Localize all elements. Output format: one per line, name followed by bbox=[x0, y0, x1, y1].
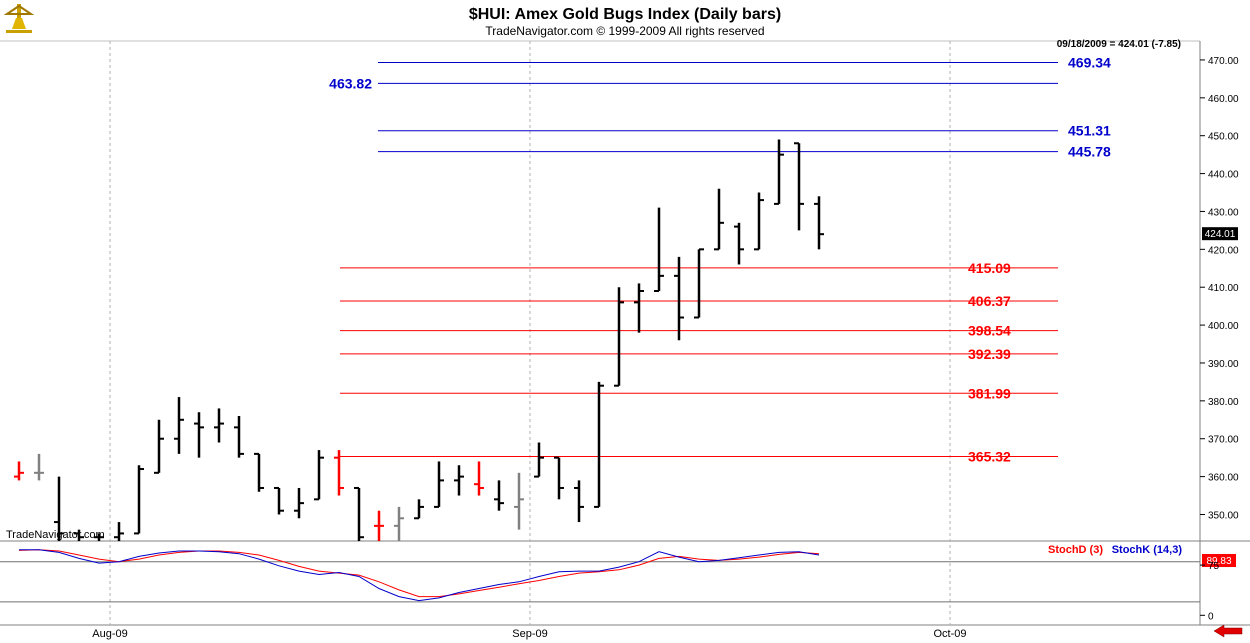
ohlc-bar bbox=[294, 487, 304, 519]
last-price-marker: 424.01 bbox=[1202, 227, 1238, 241]
ohlc-bar bbox=[34, 453, 44, 481]
ohlc-bar bbox=[434, 461, 444, 508]
stochastic-panel: StochD (3) StochK (14,3) 89.83 75 0 bbox=[0, 544, 1236, 622]
level-label: 392.39 bbox=[968, 346, 1011, 362]
ohlc-bar bbox=[354, 486, 364, 541]
scroll-left-arrow-icon[interactable] bbox=[1213, 624, 1243, 638]
ohlc-bar bbox=[814, 196, 824, 250]
stochk-line bbox=[19, 549, 820, 602]
ohlc-bar bbox=[114, 522, 124, 541]
stochk-legend: StochK (14,3) bbox=[1112, 544, 1183, 556]
ohlc-bar bbox=[214, 408, 224, 443]
ohlc-bar bbox=[774, 139, 784, 205]
level-label: 415.09 bbox=[968, 260, 1011, 276]
level-label: 381.99 bbox=[968, 385, 1011, 401]
price-tick-label: 350.00 bbox=[1208, 510, 1239, 521]
ohlc-bar bbox=[754, 192, 764, 251]
ohlc-bar bbox=[654, 207, 664, 292]
price-tick-label: 450.00 bbox=[1208, 132, 1239, 143]
stoch-last-marker bbox=[1202, 554, 1236, 567]
ohlc-bar bbox=[194, 412, 204, 458]
ohlc-bar bbox=[694, 248, 704, 319]
ohlc-bar bbox=[334, 450, 344, 496]
price-panel bbox=[0, 40, 1250, 625]
chart-subtitle: TradeNavigator.com © 1999-2009 All right… bbox=[485, 24, 764, 38]
ohlc-bar bbox=[534, 442, 544, 478]
ohlc-bar bbox=[174, 397, 184, 454]
stoch-last-label: 89.83 bbox=[1206, 556, 1231, 567]
ohlc-bar bbox=[234, 416, 244, 458]
stoch-tick-label: 0 bbox=[1208, 611, 1214, 622]
ohlc-bar bbox=[674, 256, 684, 341]
price-tick-label: 470.00 bbox=[1208, 56, 1239, 67]
ohlc-bar bbox=[414, 499, 424, 520]
last-price-label: 424.01 bbox=[1205, 229, 1236, 240]
level-label: 398.54 bbox=[968, 323, 1011, 339]
price-tick-label: 410.00 bbox=[1208, 283, 1239, 294]
ohlc-bar bbox=[554, 456, 564, 500]
price-tick-label: 380.00 bbox=[1208, 397, 1239, 408]
ohlc-bar bbox=[14, 461, 24, 481]
level-label: 463.82 bbox=[329, 75, 372, 91]
ohlc-bar bbox=[474, 461, 484, 496]
ohlc-bar bbox=[594, 381, 604, 508]
date-tick-label: Aug-09 bbox=[92, 628, 127, 640]
ohlc-bar bbox=[94, 533, 104, 541]
price-axis: 470.00 460.00 450.00 440.00 430.00 420.00 410.… bbox=[1200, 56, 1239, 521]
level-label: 365.32 bbox=[968, 448, 1011, 464]
price-levels: 469.34 463.82 451.31 445.78 415.09 406.37 398.… bbox=[329, 54, 1111, 464]
price-tick-label: 370.00 bbox=[1208, 435, 1239, 446]
ohlc-bar bbox=[74, 529, 84, 541]
level-label: 451.31 bbox=[1068, 123, 1111, 139]
stoch-tick-label: 75 bbox=[1208, 561, 1220, 572]
price-tick-label: 400.00 bbox=[1208, 321, 1239, 332]
level-label: 406.37 bbox=[968, 293, 1011, 309]
ohlc-bar bbox=[454, 465, 464, 496]
watermark: TradeNavigator.com bbox=[6, 529, 105, 541]
ohlc-bar bbox=[154, 419, 164, 474]
vertical-gridlines bbox=[109, 41, 951, 625]
date-tick-label: Oct-09 bbox=[933, 628, 966, 640]
ohlc-bar bbox=[254, 452, 264, 492]
price-tick-label: 360.00 bbox=[1208, 473, 1239, 484]
ohlc-bar bbox=[54, 476, 64, 541]
level-label: 445.78 bbox=[1068, 144, 1111, 160]
ohlc-bar bbox=[734, 222, 744, 265]
chart-logo-icon bbox=[3, 4, 35, 33]
ohlc-bar bbox=[514, 472, 524, 530]
level-label: 469.34 bbox=[1068, 54, 1111, 70]
ohlc-bar bbox=[494, 480, 504, 511]
date-axis: Aug-09 Sep-09 Oct-09 bbox=[92, 628, 966, 640]
stochd-legend: StochD (3) bbox=[1048, 544, 1103, 556]
ohlc-bar bbox=[794, 142, 804, 231]
price-bars bbox=[14, 139, 824, 541]
ohlc-bar bbox=[374, 510, 384, 541]
ohlc-bar bbox=[314, 450, 324, 501]
ohlc-bar bbox=[274, 486, 284, 515]
price-tick-label: 420.00 bbox=[1208, 245, 1239, 256]
date-tick-label: Sep-09 bbox=[512, 628, 547, 640]
ohlc-bar bbox=[394, 506, 404, 541]
ohlc-bar bbox=[134, 465, 144, 535]
price-tick-label: 390.00 bbox=[1208, 359, 1239, 370]
ohlc-bar bbox=[574, 480, 584, 523]
stochd-line bbox=[18, 549, 820, 598]
ohlc-bar bbox=[714, 188, 724, 251]
chart-title: $HUI: Amex Gold Bugs Index (Daily bars) bbox=[469, 6, 781, 23]
price-tick-label: 440.00 bbox=[1208, 170, 1239, 181]
price-tick-label: 460.00 bbox=[1208, 94, 1239, 105]
price-tick-label: 430.00 bbox=[1208, 207, 1239, 218]
header-info: 09/18/2009 = 424.01 (-7.85) bbox=[1057, 39, 1181, 50]
ohlc-bar bbox=[614, 287, 624, 387]
ohlc-bar bbox=[634, 283, 644, 333]
